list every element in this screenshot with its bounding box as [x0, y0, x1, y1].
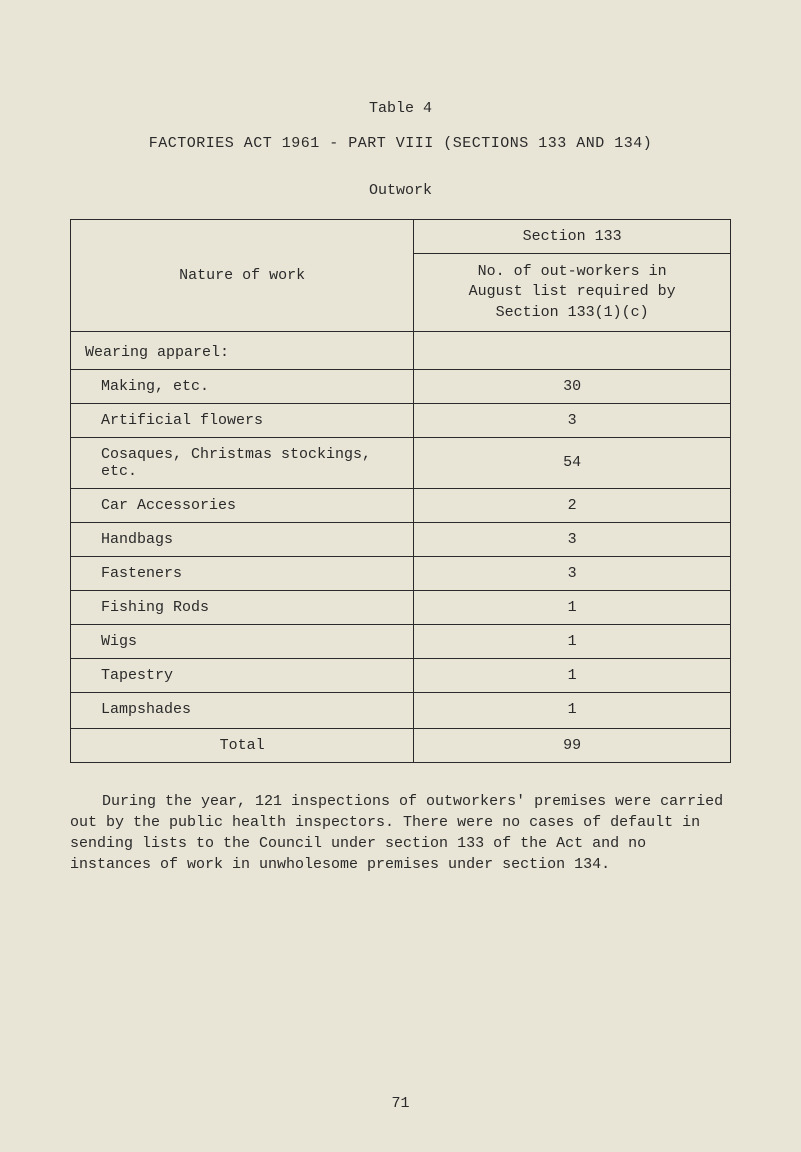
row-label: Car Accessories	[85, 497, 236, 514]
document-subtitle: Outwork	[70, 182, 731, 199]
table-label: Table 4	[70, 100, 731, 117]
row-label: Lampshades	[85, 701, 191, 718]
table-total-row: Total 99	[71, 728, 731, 762]
table-cell-label: Fasteners	[71, 556, 414, 590]
table-cell-value: 2	[414, 488, 731, 522]
row-label: Tapestry	[85, 667, 173, 684]
table-cell-label: Wigs	[71, 624, 414, 658]
row-label: Fishing Rods	[85, 599, 209, 616]
table-cell-value: 3	[414, 522, 731, 556]
page-number: 71	[70, 1095, 731, 1112]
table-row: Wearing apparel:	[71, 331, 731, 369]
table-cell-value: 54	[414, 437, 731, 488]
table-cell-label: Cosaques, Christmas stockings, etc.	[71, 437, 414, 488]
column-header-section: Section 133	[414, 220, 731, 254]
table-row: Car Accessories 2	[71, 488, 731, 522]
total-value: 99	[414, 728, 731, 762]
table-row: Artificial flowers 3	[71, 403, 731, 437]
table-row: Wigs 1	[71, 624, 731, 658]
table-cell-value: 1	[414, 692, 731, 728]
table-cell-value: 1	[414, 624, 731, 658]
table-cell-value: 30	[414, 369, 731, 403]
table-cell-value: 1	[414, 590, 731, 624]
table-row: Cosaques, Christmas stockings, etc. 54	[71, 437, 731, 488]
table-cell-label: Tapestry	[71, 658, 414, 692]
table-row: Fasteners 3	[71, 556, 731, 590]
subheader-line: No. of out-workers in	[478, 263, 667, 280]
body-paragraph: During the year, 121 inspections of outw…	[70, 791, 731, 875]
table-cell-label: Making, etc.	[71, 369, 414, 403]
column-header-nature: Nature of work	[71, 220, 414, 332]
table-cell-label: Car Accessories	[71, 488, 414, 522]
row-label: Handbags	[85, 531, 173, 548]
row-label: Cosaques, Christmas stockings, etc.	[85, 446, 399, 480]
section-heading: Wearing apparel:	[71, 331, 414, 369]
column-subheader-section: No. of out-workers in August list requir…	[414, 254, 731, 332]
table-row: Lampshades 1	[71, 692, 731, 728]
table-cell-label: Handbags	[71, 522, 414, 556]
table-cell-label: Lampshades	[71, 692, 414, 728]
row-label: Wigs	[85, 633, 137, 650]
outwork-table: Nature of work Section 133 No. of out-wo…	[70, 219, 731, 763]
paragraph-text: During the year, 121 inspections of outw…	[70, 791, 731, 875]
row-label: Artificial flowers	[85, 412, 263, 429]
document-title: FACTORIES ACT 1961 - PART VIII (SECTIONS…	[70, 135, 731, 152]
row-label: Making, etc.	[85, 378, 209, 395]
table-row: Tapestry 1	[71, 658, 731, 692]
subheader-line: Section 133(1)(c)	[496, 304, 649, 321]
table-row: Making, etc. 30	[71, 369, 731, 403]
table-row: Handbags 3	[71, 522, 731, 556]
table-cell-value: 1	[414, 658, 731, 692]
table-cell-label: Artificial flowers	[71, 403, 414, 437]
row-label: Fasteners	[85, 565, 182, 582]
subheader-line: August list required by	[469, 283, 676, 300]
table-cell-label: Fishing Rods	[71, 590, 414, 624]
document-page: Table 4 FACTORIES ACT 1961 - PART VIII (…	[0, 0, 801, 1152]
section-heading-text: Wearing apparel:	[85, 344, 229, 361]
table-cell-empty	[414, 331, 731, 369]
table-row: Fishing Rods 1	[71, 590, 731, 624]
table-cell-value: 3	[414, 556, 731, 590]
table-cell-value: 3	[414, 403, 731, 437]
total-label: Total	[71, 728, 414, 762]
